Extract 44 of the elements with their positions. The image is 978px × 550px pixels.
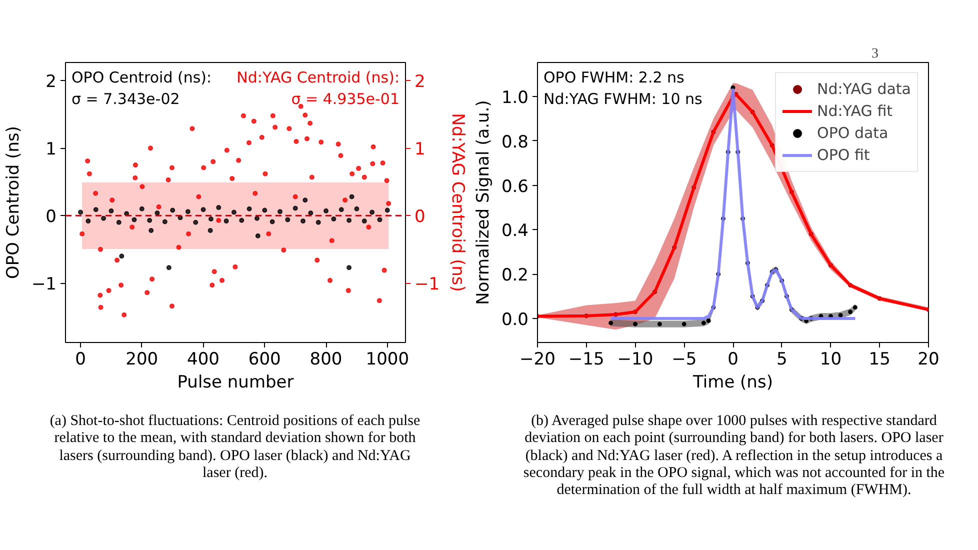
legend-label: OPO fit bbox=[817, 146, 870, 164]
y-tick-label: 0.4 bbox=[501, 221, 529, 242]
y-tick-label: 2 bbox=[46, 72, 57, 92]
x-axis-title: Time (ns) bbox=[692, 372, 773, 392]
x-tick-label: 200 bbox=[126, 350, 158, 370]
x-tick-label: 600 bbox=[248, 350, 281, 370]
y-tick-label: 0.8 bbox=[501, 132, 529, 152]
x-tick-label: −15 bbox=[568, 350, 604, 370]
x-tick-label: 800 bbox=[310, 350, 342, 370]
y-tick-label: 0.6 bbox=[501, 176, 529, 197]
y-tick-label: 1 bbox=[46, 140, 57, 160]
y-axis-title: OPO Centroid (ns) bbox=[3, 126, 24, 280]
y2-tick-label: 0 bbox=[414, 207, 426, 228]
x-tick-label: 400 bbox=[187, 350, 220, 370]
y-tick-label: 0 bbox=[46, 207, 57, 228]
x-tick-label: −20 bbox=[520, 350, 556, 370]
y-tick-label: 1.0 bbox=[501, 88, 529, 108]
y2-tick-label: 2 bbox=[414, 72, 426, 92]
x-tick-label: 20 bbox=[918, 350, 940, 370]
x-axis-title: Pulse number bbox=[177, 372, 294, 392]
x-tick-label: 0 bbox=[728, 350, 738, 370]
x-tick-label: 10 bbox=[820, 350, 842, 370]
legend-label: Nd:YAG fit bbox=[817, 102, 893, 120]
text: 3 bbox=[872, 46, 878, 62]
y-axis-title: Normalized Signal (a.u.) bbox=[473, 100, 494, 305]
legend-label: OPO data bbox=[817, 124, 888, 142]
text: (a) Shot-to-shot fluctuations: Centroid positions of each pulse relative to the mean, with standard deviation shown for both lasers (surrounding band). OPO laser (black) and Nd:YAG laser (red). bbox=[48, 413, 422, 482]
x-tick-label: 15 bbox=[868, 350, 890, 370]
x-tick-label: −5 bbox=[672, 350, 697, 370]
x-tick-label: 1000 bbox=[366, 350, 410, 370]
y-tick-label: −1 bbox=[31, 274, 56, 295]
x-tick-label: −10 bbox=[617, 350, 654, 370]
y-tick-label: 0.2 bbox=[501, 266, 529, 286]
y2-axis-title: Nd:YAG Centroid (ns) bbox=[448, 113, 468, 292]
annotation: Nd:YAG Centroid (ns): σ = 4.935e-01 bbox=[236, 68, 400, 108]
legend-label: Nd:YAG data bbox=[817, 80, 911, 98]
y2-tick-label: 1 bbox=[414, 140, 426, 160]
x-tick-label: 5 bbox=[776, 350, 788, 370]
annotation: OPO Centroid (ns): σ = 7.343e-02 bbox=[72, 68, 212, 108]
y-tick-label: 0.0 bbox=[501, 310, 529, 330]
y2-tick-label: −1 bbox=[414, 274, 440, 295]
text: (b) Averaged pulse shape over 1000 pulses with respective standard deviation on each point (surrounding band) for both lasers. OPO laser (black) and Nd:YAG laser (red). A reflection in the setup introduces a secondary peak in the OPO signal, which was not accounted for in the determination of the full width at half maximum (FWHM). bbox=[522, 413, 946, 500]
x-tick-label: 0 bbox=[75, 350, 86, 370]
annotation: OPO FWHM: 2.2 ns Nd:YAG FWHM: 10 ns bbox=[544, 68, 703, 108]
